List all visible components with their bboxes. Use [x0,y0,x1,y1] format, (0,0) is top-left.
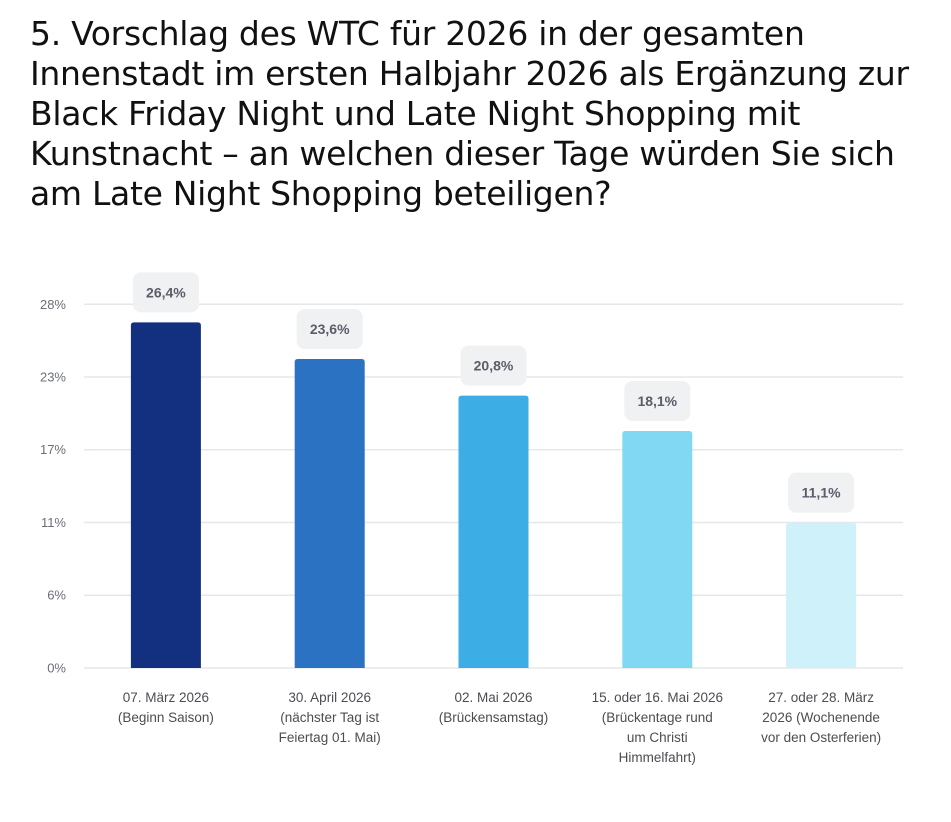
data-label-badge [132,272,199,313]
x-tick-label: (Brückentage rund [602,710,713,725]
bar [294,358,365,668]
data-label-badge [788,472,855,513]
chart-title: 5. Vorschlag des WTC für 2026 in der ges… [30,14,909,213]
x-tick-label: (Beginn Saison) [118,710,214,725]
x-tick-label: 07. März 2026 [123,690,209,705]
y-tick-label: 23% [40,370,66,385]
y-tick-label: 6% [47,588,66,603]
x-tick-label: (nächster Tag ist [280,710,379,725]
y-tick-label: 0% [47,661,66,676]
y-tick-label: 17% [40,442,66,457]
data-label: 26,4% [146,284,186,300]
x-tick-label: Feiertag 01. Mai) [279,730,381,745]
data-label-badge [624,381,691,422]
data-label-badge [296,308,363,349]
bar [622,431,693,668]
x-tick-label: 27. oder 28. März [768,690,874,705]
x-tick-label: vor den Osterferien) [761,730,881,745]
data-label-badge [460,345,527,386]
bar [130,322,201,668]
data-label: 20,8% [474,358,514,374]
x-tick-label: 02. Mai 2026 [454,690,532,705]
y-tick-label: 28% [40,297,66,312]
x-tick-label: um Christi [627,730,688,745]
bar [458,395,529,668]
x-tick-label: 2026 (Wochenende [762,710,880,725]
x-tick-label: (Brückensamstag) [439,710,549,725]
data-label: 23,6% [310,321,350,337]
data-label: 11,1% [802,485,841,501]
x-tick-label: Himmelfahrt) [619,750,696,765]
bar [786,522,857,668]
x-tick-label: 15. oder 16. Mai 2026 [592,690,723,705]
data-label: 18,1% [637,393,677,409]
y-tick-label: 11% [41,515,66,530]
x-tick-label: 30. April 2026 [288,690,371,705]
